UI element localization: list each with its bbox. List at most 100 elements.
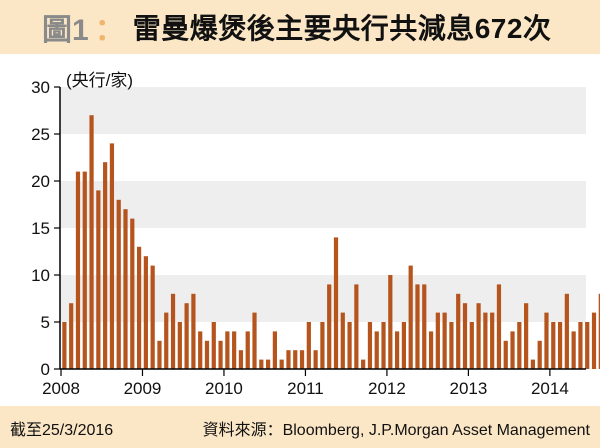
as-of-date: 截至25/3/2016	[10, 422, 114, 439]
bar	[313, 350, 318, 369]
bar	[232, 331, 237, 369]
y-ticks: 0 5 10 15 20 25 30	[31, 78, 60, 379]
bar	[211, 322, 216, 369]
footer: 截至25/3/2016 資料來源：Bloomberg, J.P.Morgan A…	[0, 406, 600, 448]
y-tick-label: 15	[31, 219, 50, 238]
bar	[191, 293, 196, 369]
grid-band	[60, 181, 586, 228]
bar	[442, 312, 447, 369]
bar-chart: 0 5 10 15 20 25 30 2008 2009 2010 2011 2012 2013 201…	[31, 71, 600, 398]
x-tick-label: 2008	[42, 379, 80, 398]
bar	[82, 171, 87, 369]
bar	[245, 331, 250, 369]
bar	[551, 322, 556, 369]
y-tick-label: 0	[41, 360, 50, 379]
chart-title: 雷曼爆煲後主要央行共減息672次	[132, 13, 552, 44]
bar	[143, 256, 148, 369]
bar	[198, 331, 203, 369]
bar	[510, 331, 515, 369]
figure-label: 圖1	[42, 14, 89, 47]
bar	[170, 293, 176, 369]
bar	[469, 322, 474, 369]
bar	[204, 340, 210, 369]
grid-bands	[60, 87, 586, 322]
bar	[157, 340, 162, 369]
bar	[272, 331, 277, 369]
bar	[422, 284, 427, 369]
y-unit-label: (央行/家)	[66, 71, 133, 90]
bar	[388, 275, 393, 369]
bar	[306, 322, 311, 369]
bar	[483, 312, 488, 369]
bar	[578, 322, 583, 369]
bar	[109, 143, 115, 369]
bar	[150, 265, 155, 369]
bar	[395, 331, 400, 369]
bar	[177, 322, 182, 369]
bar	[449, 322, 454, 369]
bar	[490, 312, 495, 369]
bar	[585, 322, 590, 369]
bar	[299, 350, 305, 369]
bars	[62, 115, 600, 369]
x-tick-label: 2010	[205, 379, 243, 398]
x-ticks: 20082009201020112012201320142015	[42, 369, 569, 398]
title-bar: 圖1 ： 雷曼爆煲後主要央行共減息672次	[0, 0, 600, 56]
bar	[537, 340, 542, 369]
bar	[564, 293, 569, 369]
bar	[367, 322, 373, 369]
bar	[571, 331, 576, 369]
x-tick-label: 2014	[531, 379, 569, 398]
bar	[293, 350, 298, 369]
bar	[89, 115, 94, 369]
bar	[361, 359, 366, 369]
bar	[69, 303, 74, 369]
bar	[374, 331, 379, 369]
bar	[75, 171, 81, 369]
bar	[401, 322, 406, 369]
bar	[347, 322, 352, 369]
bar	[354, 284, 359, 369]
y-tick-label: 5	[41, 313, 50, 332]
bar	[557, 322, 563, 369]
bar	[164, 312, 169, 369]
y-tick-label: 25	[31, 125, 50, 144]
bar	[530, 359, 536, 369]
grid-band	[60, 87, 586, 134]
bar	[116, 199, 121, 369]
bar	[598, 293, 600, 369]
bar	[62, 322, 67, 369]
x-tick-label: 2012	[368, 379, 406, 398]
bar	[96, 190, 101, 369]
bar	[184, 303, 189, 369]
bar	[279, 359, 284, 369]
bar	[265, 359, 271, 369]
title-colon: ：	[94, 14, 125, 47]
y-tick-label: 20	[31, 172, 50, 191]
x-tick-label: 2013	[449, 379, 487, 398]
bar	[333, 237, 339, 369]
bar	[238, 350, 244, 369]
y-tick-label: 30	[31, 78, 50, 97]
bar	[340, 312, 345, 369]
bar	[225, 331, 230, 369]
bar	[591, 312, 597, 369]
bar	[130, 218, 135, 369]
bar	[428, 331, 434, 369]
bar	[408, 265, 413, 369]
bar	[381, 322, 386, 369]
bar	[456, 293, 461, 369]
bar	[462, 303, 468, 369]
bar	[286, 350, 291, 369]
bar	[517, 322, 522, 369]
bar	[320, 322, 325, 369]
bar	[476, 303, 481, 369]
bar	[252, 312, 257, 369]
x-tick-label: 2009	[124, 379, 162, 398]
bar	[327, 284, 332, 369]
bar	[524, 303, 529, 369]
bar	[435, 312, 440, 369]
data-source: 資料來源：Bloomberg, J.P.Morgan Asset Managem…	[202, 422, 590, 439]
bar	[123, 209, 128, 369]
